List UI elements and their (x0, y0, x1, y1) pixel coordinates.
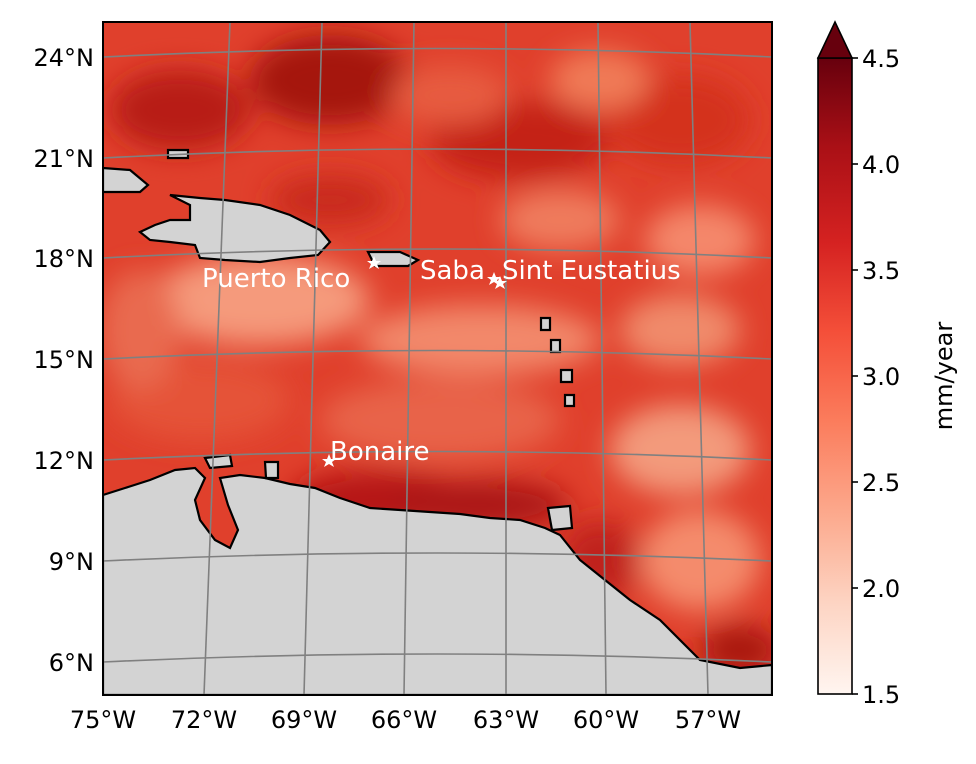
lat-tick-label: 15°N (34, 346, 95, 374)
sint-eustatius-star (493, 276, 507, 289)
colorbar-tick-label: 2.0 (862, 575, 900, 603)
lon-tick-label: 57°W (675, 706, 741, 734)
lat-tick-label: 21°N (34, 145, 95, 173)
lat-line-18 (103, 248, 772, 259)
colorbar-tick-label: 4.5 (862, 45, 900, 73)
lat-line-15 (103, 349, 772, 360)
island-chain-2 (549, 338, 562, 354)
colorbar-gradient (817, 57, 853, 695)
lat-line-24 (103, 47, 772, 58)
lat-tick-label: 12°N (34, 447, 95, 475)
latitude-axis: 24°N 21°N 18°N 15°N 12°N 9°N 6°N (34, 44, 95, 677)
lat-tick-label: 18°N (34, 245, 95, 273)
sint-eustatius-label: Sint Eustatius (502, 256, 681, 286)
lon-tick-label: 69°W (271, 706, 337, 734)
lon-tick-label: 60°W (573, 706, 639, 734)
lat-line-21 (103, 148, 772, 159)
lon-line-60 (597, 22, 607, 695)
trend-pattern (103, 35, 772, 675)
island-chain-4 (563, 393, 576, 408)
map-frame (102, 21, 773, 696)
colorbar: 1.5 2.0 2.5 3.0 3.5 4.0 4.5 mm/year (816, 20, 958, 709)
lat-tick-label: 6°N (49, 649, 94, 677)
colorbar-tick-label: 3.0 (862, 363, 900, 391)
lat-line-9 (103, 552, 772, 562)
lat-line-6 (103, 653, 772, 663)
longitude-axis: 75°W 72°W 69°W 66°W 63°W 60°W 57°W (70, 706, 741, 734)
hispaniola-landmass (137, 193, 332, 264)
lat-tick-label: 9°N (49, 548, 94, 576)
puerto-rico-star (367, 256, 381, 269)
lon-line-72 (203, 22, 231, 695)
lon-tick-label: 75°W (70, 706, 136, 734)
cuba-landmass (103, 166, 150, 194)
lon-tick-label: 72°W (171, 706, 237, 734)
colorbar-tick-label: 4.0 (862, 151, 900, 179)
lon-line-66 (403, 22, 415, 695)
lat-tick-label: 24°N (34, 44, 95, 72)
colorbar-tick-label: 1.5 (862, 681, 900, 709)
trinidad-landmass (546, 504, 574, 532)
lon-tick-label: 66°W (371, 706, 437, 734)
colorbar-extend-arrow (816, 20, 854, 59)
lon-line-69 (303, 22, 323, 695)
colorbar-tick-label: 3.5 (862, 257, 900, 285)
lat-line-12 (103, 450, 772, 461)
colorbar-unit-label: mm/year (930, 322, 958, 431)
colorbar-tick-labels: 1.5 2.0 2.5 3.0 3.5 4.0 4.5 (862, 45, 900, 709)
lon-tick-label: 63°W (473, 706, 539, 734)
saba-label: Saba (420, 256, 485, 286)
curacao-island (263, 460, 280, 480)
island-chain-3 (559, 368, 574, 384)
puerto-rico-label: Puerto Rico (202, 264, 350, 294)
bonaire-star (322, 454, 336, 467)
place-labels: Puerto Rico Saba Sint Eustatius Bonaire (202, 256, 681, 467)
island-chain-1 (539, 316, 552, 332)
place-markers (322, 256, 507, 467)
colorbar-tick-label: 2.5 (862, 469, 900, 497)
colorbar-ticks (852, 57, 858, 695)
lon-line-57 (689, 22, 709, 695)
bonaire-label: Bonaire (330, 437, 430, 467)
graticule (103, 22, 772, 695)
aruba-island (203, 453, 234, 470)
